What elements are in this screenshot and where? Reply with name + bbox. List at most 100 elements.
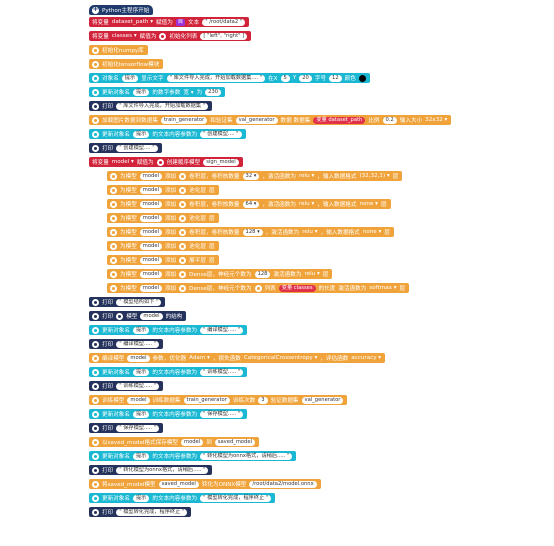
block-input[interactable]: 目 xyxy=(175,18,186,26)
code-block[interactable]: 将saved_model模型 saved_model 转化为ONNX模型/root/… xyxy=(89,479,321,489)
block-label: ，输入数据格式 xyxy=(320,230,360,236)
block-input[interactable]: " 模型转化完成，程序终止 " xyxy=(200,494,272,502)
block-input[interactable]: " /root/data2 " xyxy=(202,18,246,26)
code-block[interactable]: 更新对象名 提示 的文本内容参数为 " 创建模型.... " xyxy=(89,129,246,139)
block-input[interactable]: " 编译模型..... " xyxy=(200,326,244,334)
code-block[interactable]: 加载图片数据到数据集 train_generator 和验证集 val_generat… xyxy=(89,115,452,125)
block-input[interactable]: /root/data2/model.onnx xyxy=(249,480,317,488)
block-input[interactable]: 20 xyxy=(299,74,312,82)
block-input[interactable]: 提示 xyxy=(132,88,150,96)
block-input[interactable]: model xyxy=(139,186,162,194)
block-input[interactable]: 0.2 xyxy=(382,116,397,124)
block-input[interactable]: val_generator xyxy=(235,116,278,124)
block-label: 更新对象名 xyxy=(102,412,130,418)
block-input[interactable]: 128 ▾ xyxy=(242,228,263,236)
block-input[interactable]: 32 ▾ xyxy=(242,172,260,180)
code-block[interactable]: 训练模型 model 训练数据集 train_generator 训练次数 3 验证数据集 v… xyxy=(89,395,348,405)
code-block[interactable]: 更新对象名 提示 的文本内容参数为 " 训练模型..... " xyxy=(89,367,248,377)
code-block[interactable]: 打印 " 转化模型为onnx格式，请稍后..... " xyxy=(89,465,213,475)
code-block[interactable]: 为模型 model 添加 Dense层，神经元个数为 128 激活函数为 relu ▾ 层 xyxy=(107,269,333,279)
code-block[interactable]: 更新对象名 提示 的文本内容参数为 " 转化模型为onnx格式，请稍后..... " xyxy=(89,451,297,461)
block-input[interactable]: model xyxy=(139,214,162,222)
block-input[interactable]: model xyxy=(139,228,162,236)
block-input[interactable]: sign_model xyxy=(203,158,239,166)
block-input[interactable]: " 保存模型..... " xyxy=(200,410,244,418)
code-block[interactable]: 为模型 model 添加 卷积层，卷积核数量 32 ▾ ，激活函数为 relu ▾ ，输入数据… xyxy=(107,171,403,181)
block-input[interactable]: train_generator xyxy=(183,396,230,404)
code-block[interactable]: 将变量 dataset_path ▾ 赋值为目文本 " /root/data2 " xyxy=(89,17,250,27)
code-block[interactable]: 初始化tensorflow模块 xyxy=(89,59,164,69)
code-block[interactable]: 将变量 classes ▾ 赋值为 初始化列表[ "left", "right" ] xyxy=(89,31,252,41)
block-input[interactable]: 提示 xyxy=(132,494,150,502)
block-input[interactable]: model xyxy=(127,396,150,404)
block-input[interactable]: " 模型转化完成，程序终止 " xyxy=(116,508,188,516)
block-input[interactable]: 提示 xyxy=(132,452,150,460)
block-input[interactable]: " 保存模型..... " xyxy=(116,424,160,432)
code-block[interactable]: 打印 " 训练模型..... " xyxy=(89,381,164,391)
code-block[interactable]: 为模型 model 添加 池化层层 xyxy=(107,185,219,195)
code-block[interactable]: 为模型 model 添加 卷积层，卷积核数量 128 ▾ ，激活函数为 relu ▾ ，输入数… xyxy=(107,227,394,237)
block-input[interactable]: " 创建模型.... " xyxy=(200,130,242,138)
block-input[interactable]: 提示 xyxy=(121,74,139,82)
block-input[interactable]: 12 xyxy=(329,74,342,82)
block-input[interactable]: " 转化模型为onnx格式，请稍后..... " xyxy=(116,466,209,474)
code-block[interactable]: 对象名 提示 显示文字 " 库文件导入完成，开始加载数据集.... " 在X 5 Y 20 字号… xyxy=(89,73,370,83)
block-input[interactable]: " 创建模型.... " xyxy=(116,144,158,152)
code-block[interactable]: 打印 " 模型结构如下 " xyxy=(89,297,166,307)
block-input[interactable]: " 转化模型为onnx格式，请稍后..... " xyxy=(200,452,293,460)
color-swatch[interactable] xyxy=(358,74,366,82)
block-input[interactable]: model xyxy=(139,256,162,264)
block-input[interactable]: " 编译模型..... " xyxy=(116,340,160,348)
code-block[interactable]: 为模型 model 添加 展平层层 xyxy=(107,255,219,265)
block-input[interactable]: 提示 xyxy=(132,368,150,376)
block-label: accuracy ▾ xyxy=(351,355,382,361)
block-input[interactable]: 128 xyxy=(254,270,271,278)
block-input[interactable]: 提示 xyxy=(132,130,150,138)
block-input[interactable]: 变量 dataset_path xyxy=(313,116,366,124)
block-input[interactable]: 64 ▾ xyxy=(242,200,260,208)
block-input[interactable]: [ "left", "right" ] xyxy=(200,32,248,40)
code-block[interactable]: 编译模型 model 参数，优化器 Adam ▾ ，损失函数 CategoricalCro… xyxy=(89,353,386,363)
block-input[interactable]: model xyxy=(139,242,162,250)
code-block[interactable]: 更新对象名 提示 的文本内容参数为 " 编译模型..... " xyxy=(89,325,248,335)
block-input[interactable]: model xyxy=(181,438,204,446)
block-input[interactable]: 提示 xyxy=(132,410,150,418)
code-block[interactable]: 为模型 model 添加 池化层层 xyxy=(107,213,219,223)
code-block[interactable]: 初始化numpy库 xyxy=(89,45,148,55)
block-input[interactable]: saved_model xyxy=(158,480,199,488)
code-block[interactable]: 更新对象名 提示 的文本内容参数为 " 保存模型..... " xyxy=(89,409,248,419)
block-input[interactable]: " 训练模型..... " xyxy=(116,382,160,390)
block-input[interactable]: 5 xyxy=(280,74,290,82)
code-block[interactable]: Python主程序开始 xyxy=(89,5,154,15)
block-input[interactable]: " 训练模型..... " xyxy=(200,368,244,376)
block-input[interactable]: " 库文件导入完成，开始加载数据集.... " xyxy=(166,74,266,82)
code-block[interactable]: 将变量 model ▾ 赋值为 创建顺序模型 sign_model xyxy=(89,157,243,167)
code-block[interactable]: 为模型 model 添加 Dense层，神经元个数为 列表 变量 classes 的长度 激活… xyxy=(107,283,410,293)
block-input[interactable]: saved_model xyxy=(214,438,255,446)
code-block[interactable]: 更新对象名 提示 的文本内容参数为 " 模型转化完成，程序终止 " xyxy=(89,493,276,503)
block-input[interactable]: model xyxy=(127,354,150,362)
block-input[interactable]: model xyxy=(139,172,162,180)
block-input[interactable]: " 库文件导入完成，开始加载数据集 " xyxy=(116,102,209,110)
code-block[interactable]: 以saved_model格式保存模型 model 到 saved_model xyxy=(89,437,259,447)
code-block[interactable]: 打印 " 创建模型.... " xyxy=(89,143,162,153)
code-block[interactable]: 打印 " 保存模型..... " xyxy=(89,423,164,433)
block-input[interactable]: model xyxy=(140,312,163,320)
code-block[interactable]: 打印 模型 model 的结构 xyxy=(89,311,187,321)
code-block[interactable]: 打印 " 模型转化完成，程序终止 " xyxy=(89,507,192,517)
block-input[interactable]: model xyxy=(139,200,162,208)
block-input[interactable]: 230 xyxy=(205,88,222,96)
block-input[interactable]: 提示 xyxy=(132,326,150,334)
block-input[interactable]: " 模型结构如下 " xyxy=(116,298,162,306)
code-block[interactable]: 为模型 model 添加 池化层层 xyxy=(107,241,219,251)
code-block[interactable]: 为模型 model 添加 卷积层，卷积核数量 64 ▾ ，激活函数为 relu ▾ ，输入数据… xyxy=(107,199,391,209)
block-input[interactable]: train_generator xyxy=(160,116,208,124)
block-input[interactable]: val_generator xyxy=(301,396,344,404)
block-input[interactable]: model xyxy=(139,270,162,278)
block-input[interactable]: model xyxy=(139,284,162,292)
code-block[interactable]: 更新对象名 提示 的数字参数宽 ▾ 为 230 xyxy=(89,87,226,97)
code-block[interactable]: 打印 " 库文件导入完成，开始加载数据集 " xyxy=(89,101,213,111)
block-input[interactable]: 3 xyxy=(258,396,268,404)
code-block[interactable]: 打印 " 编译模型..... " xyxy=(89,339,164,349)
block-input[interactable]: 变量 classes xyxy=(278,284,316,292)
